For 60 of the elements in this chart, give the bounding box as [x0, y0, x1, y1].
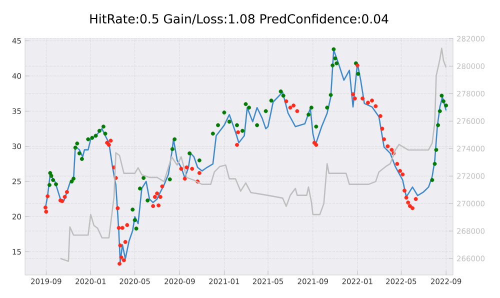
point: [97, 128, 102, 133]
point: [170, 147, 174, 152]
point: [134, 226, 138, 231]
point: [356, 72, 360, 76]
point: [432, 162, 437, 166]
point: [72, 176, 76, 181]
point: [306, 112, 311, 117]
point: [332, 47, 336, 52]
point: [314, 124, 318, 129]
point: [240, 128, 244, 133]
point: [130, 208, 135, 212]
point: [278, 89, 283, 94]
point: [142, 176, 146, 180]
point: [281, 94, 286, 98]
point: [70, 179, 74, 184]
point: [168, 177, 172, 182]
point: [430, 178, 434, 182]
point: [235, 123, 239, 128]
point: [47, 182, 52, 187]
point: [216, 123, 220, 128]
point: [188, 151, 192, 156]
point: [328, 92, 333, 97]
point: [442, 99, 446, 104]
point: [51, 178, 56, 182]
point: [444, 104, 448, 108]
point: [146, 198, 150, 202]
point: [101, 124, 106, 129]
point: [333, 56, 338, 60]
point: [103, 132, 108, 136]
point: [210, 132, 215, 136]
point: [325, 106, 330, 110]
point: [255, 123, 260, 128]
point: [94, 134, 98, 138]
point: [48, 171, 52, 176]
point: [172, 137, 177, 142]
point: [334, 61, 339, 66]
point: [86, 137, 90, 142]
point: [330, 63, 335, 68]
point: [436, 123, 440, 128]
point: [90, 136, 94, 140]
point: [80, 156, 84, 161]
point: [138, 186, 142, 190]
point: [264, 109, 268, 114]
point: [247, 106, 252, 110]
point: [269, 98, 274, 103]
chart-title: HitRate:0.5 Gain/Loss:1.08 PredConfidence:0.04: [90, 14, 388, 24]
point: [434, 148, 438, 152]
point: [309, 106, 314, 110]
point: [440, 94, 444, 98]
point: [244, 102, 248, 106]
point: [49, 174, 54, 178]
point: [54, 182, 58, 186]
point: [438, 109, 442, 114]
point: [222, 110, 226, 115]
point: [75, 141, 80, 146]
point: [132, 218, 137, 222]
point: [197, 158, 202, 162]
point: [227, 120, 232, 124]
point: [73, 146, 78, 150]
point: [77, 151, 82, 156]
